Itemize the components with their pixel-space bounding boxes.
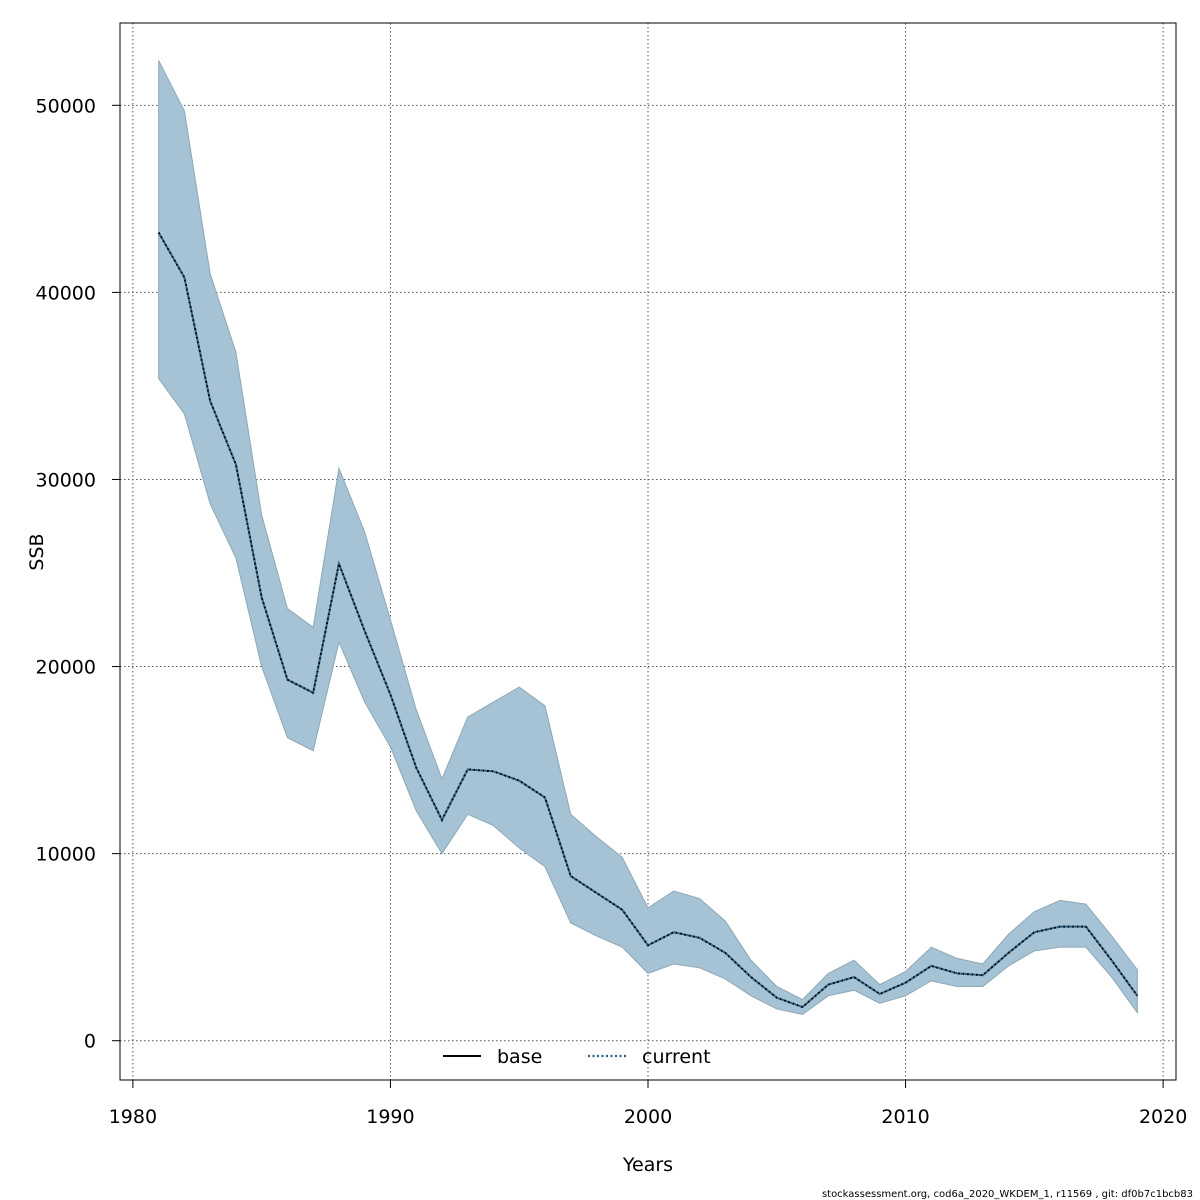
legend-base-label: base (497, 1046, 542, 1068)
legend-current-label: current (642, 1046, 711, 1068)
y-tick-label: 40000 (36, 282, 96, 304)
y-axis-title: SSB (26, 533, 48, 570)
legend: base current (443, 1046, 711, 1068)
x-tick-label: 2000 (624, 1106, 672, 1128)
footer-credit: stockassessment.org, cod6a_2020_WKDEM_1,… (822, 1189, 1193, 1200)
series-line-current (157, 232, 1139, 1009)
x-tick-label: 2010 (881, 1106, 929, 1128)
grid-lines (120, 23, 1176, 1080)
confidence-band-layer (158, 60, 1138, 1016)
confidence-band (158, 60, 1138, 1016)
x-tick-label: 1990 (366, 1106, 414, 1128)
y-axis: 0 10000 20000 30000 40000 50000 (36, 95, 121, 1053)
y-tick-label: 20000 (36, 657, 96, 679)
x-axis: 1980 1990 2000 2010 2020 (109, 1079, 1187, 1128)
x-axis-title: Years (622, 1154, 673, 1176)
y-tick-label: 30000 (36, 469, 96, 491)
y-tick-label: 0 (84, 1031, 96, 1053)
y-tick-label: 50000 (36, 95, 96, 117)
series-line-base (157, 232, 1139, 1009)
x-tick-label: 2020 (1139, 1106, 1187, 1128)
y-tick-label: 10000 (36, 844, 96, 866)
series-lines (157, 232, 1139, 1009)
x-tick-label: 1980 (109, 1106, 157, 1128)
